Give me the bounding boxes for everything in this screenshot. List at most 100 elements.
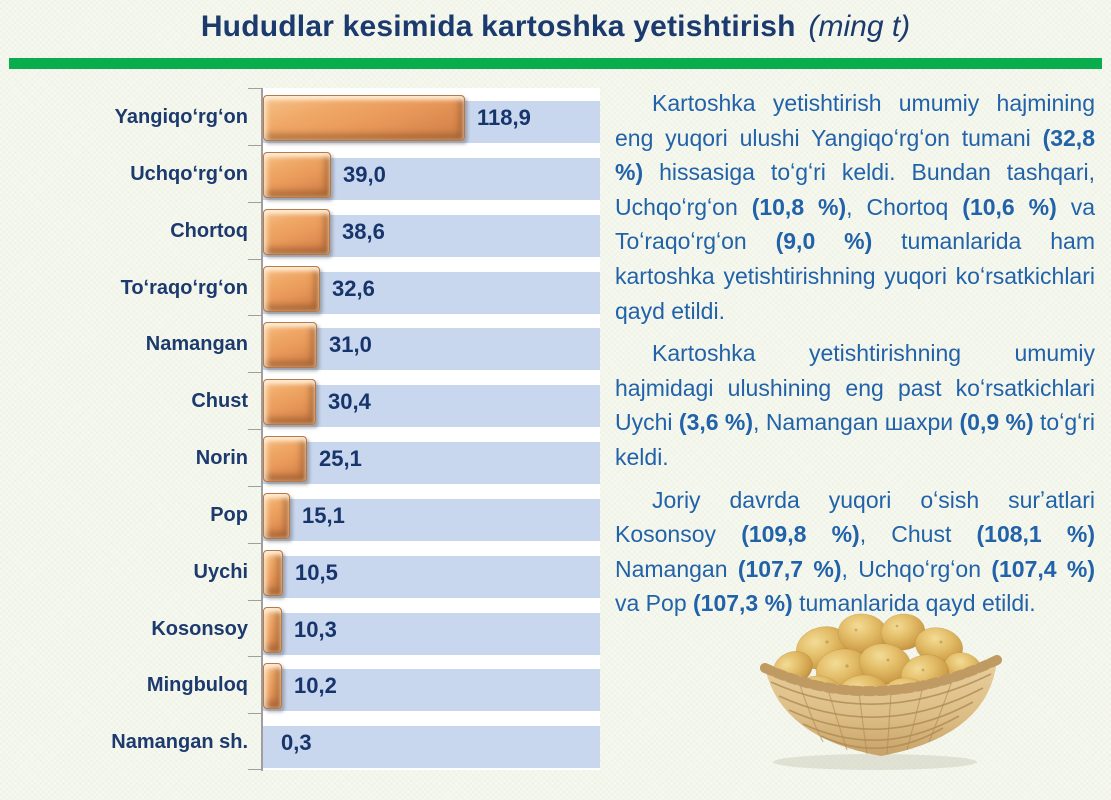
category-label: Uchqoʻrgʻon [130,162,248,185]
highlight-percent: (107,3 %) [693,590,793,617]
value-label: 15,1 [302,502,345,528]
slide-title-unit: (ming t) [808,10,911,43]
highlight-percent: (107,7 %) [737,555,842,582]
category-label: Namangan sh. [111,731,248,754]
chart-row: Mingbuloq 10,2 [0,656,615,713]
value-label: 32,6 [332,275,375,301]
highlight-percent: (32,8 %) [615,124,1095,186]
value-label: 10,2 [294,673,337,699]
bar [263,322,317,369]
value-label: 38,6 [342,218,385,244]
highlight-percent: (107,4 %) [991,555,1095,582]
bar [263,492,290,539]
bar [263,606,282,653]
category-label: Pop [210,503,248,526]
row-band [263,385,600,428]
highlight-percent: (108,1 %) [976,521,1096,548]
axis-tick [248,542,262,544]
category-label: Kosonsoy [151,617,248,640]
bar [263,208,330,255]
chart-row: Yangiqoʻrgʻon 118,9 [0,88,615,145]
highlight-percent: (10,8 %) [751,193,847,220]
bar [263,379,316,426]
value-label: 10,3 [294,616,337,642]
chart-row: Toʻraqoʻrgʻon 32,6 [0,259,615,316]
chart-row: Namangan 31,0 [0,315,615,372]
chart-row: Norin 25,1 [0,429,615,486]
text-segment: , Chust [859,521,977,548]
text-segment: hissasiga toʻgʻri keldi. Bundan tashqari… [615,159,1095,220]
row-band [263,442,600,484]
commentary-paragraph: Kartoshka yetishtirishning umumiy hajmid… [615,336,1095,474]
axis-tick [248,429,262,430]
bar [263,436,307,482]
text-segment: tumanlarida qayd etildi. [792,590,1036,617]
commentary-text: Kartoshka yetishtirish umumiy hajmining … [615,86,1095,629]
value-label: 31,0 [329,332,372,358]
row-band [263,328,600,371]
potato-basket-image [757,596,1005,776]
text-segment: Kartoshka yetishtirishning umumiy hajmid… [615,340,1095,436]
category-label: Yangiqoʻrgʻon [114,106,248,128]
axis-tick [248,485,262,487]
text-segment: Kartoshka yetishtirish umumiy hajmining … [615,90,1095,151]
text-segment: Namangan [615,555,738,582]
axis-tick [248,201,262,203]
axis-tick [248,769,262,770]
chart-row: Chust 30,4 [0,372,615,429]
row-band [263,726,600,769]
row-band [263,498,600,541]
text-segment: va Toʻraqoʻrgʻon [615,193,1095,255]
chart-row: Chortoq 38,6 [0,202,615,259]
axis-tick [248,656,262,658]
value-label: 118,9 [477,105,531,130]
axis-tick [248,144,262,146]
axis-tick [248,372,262,374]
highlight-percent: (109,8 %) [741,521,860,548]
bar [263,265,320,312]
row-band [263,555,600,598]
bar [263,549,283,596]
commentary-paragraph: Kartoshka yetishtirish umumiy hajmining … [615,86,1095,328]
commentary-paragraph: Joriy davrda yuqori oʻsish surʼatlari Ko… [615,483,1095,621]
axis-tick [248,599,262,601]
category-label: Namangan [145,333,248,356]
bar [263,151,331,198]
category-label: Toʻraqoʻrgʻon [120,276,248,299]
value-label: 0,3 [281,730,312,756]
chart-row: Namangan sh. 0,3 [0,713,615,770]
green-divider [9,58,1102,69]
potato-basket-svg [760,613,1002,770]
highlight-percent: (3,6 %) [678,409,754,436]
category-label: Norin [195,447,248,469]
slide-title-text: Hududlar kesimida kartoshka yetishtirish [200,10,796,43]
highlight-percent: (9,0 %) [775,228,873,255]
text-segment: , Uchqoʻrgʻon [841,555,992,582]
bar-chart: Yangiqoʻrgʻon 118,9 Uchqoʻrgʻon 39,0 Chortoq… [0,88,615,783]
category-label: Uychi [193,560,248,583]
category-axis [261,88,263,771]
highlight-percent: (10,6 %) [962,193,1057,220]
category-label: Chust [191,390,248,413]
chart-row: Pop 15,1 [0,486,615,543]
value-label: 39,0 [343,161,386,187]
value-label: 10,5 [295,559,338,585]
category-label: Chortoq [170,219,248,242]
text-segment: tumanlarida ham kartoshka yetishtirishni… [615,228,1095,324]
text-segment: Joriy davrda yuqori oʻsish surʼatlari Ko… [615,486,1095,548]
slide-title: Hududlar kesimida kartoshka yetishtirish… [0,10,1111,44]
axis-tick [248,258,262,260]
chart-row: Uychi 10,5 [0,543,615,600]
chart-row: Kosonsoy 10,3 [0,600,615,657]
value-label: 25,1 [319,446,362,471]
row-band [263,612,600,655]
axis-tick [248,315,262,317]
category-label: Mingbuloq [146,674,248,697]
row-band [263,669,600,712]
chart-row: Uchqoʻrgʻon 39,0 [0,145,615,202]
plot-background [263,88,600,770]
text-segment: , Chortoq [846,193,963,220]
bar [263,663,282,710]
axis-tick [248,88,262,89]
